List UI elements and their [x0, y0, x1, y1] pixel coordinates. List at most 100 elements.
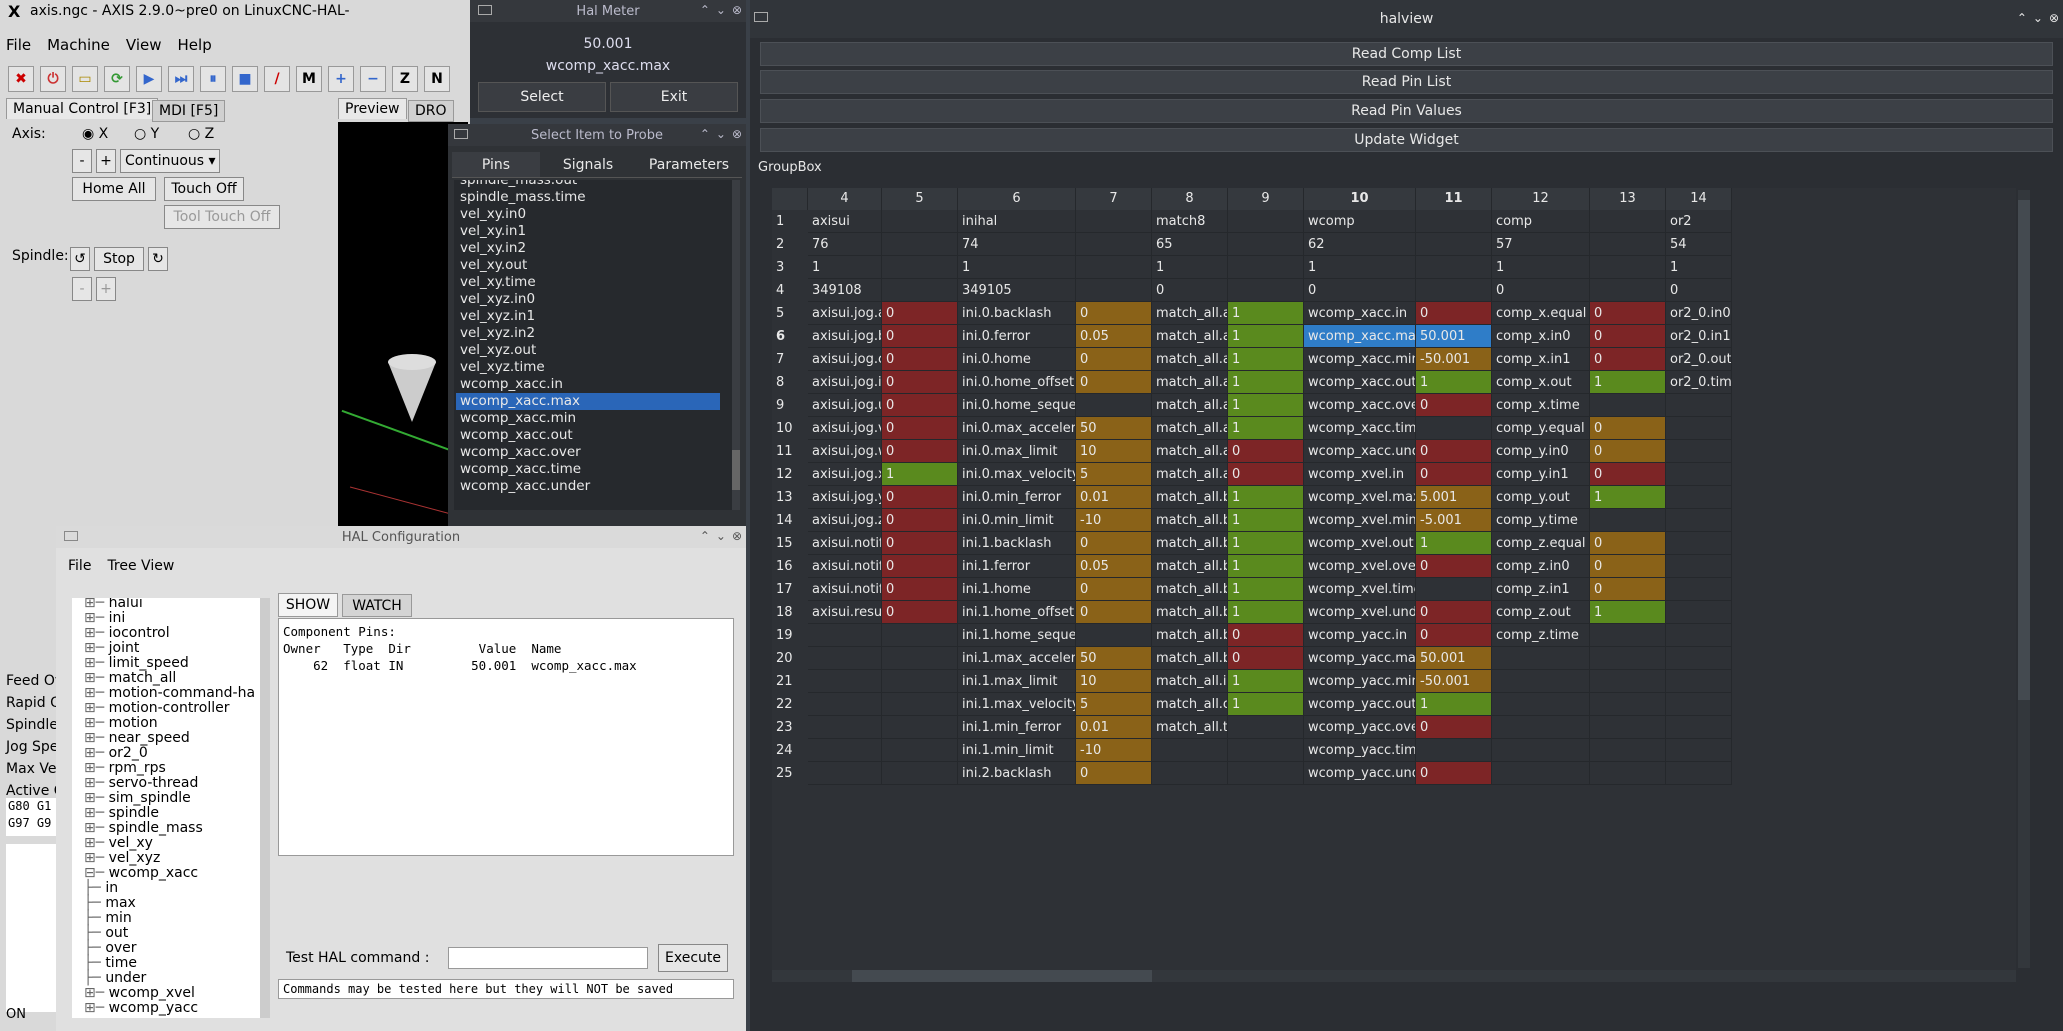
row-header[interactable]: 4	[772, 279, 808, 302]
power-icon[interactable]: ⏻	[40, 66, 66, 92]
table-cell[interactable]: match_all.b7	[1152, 647, 1228, 670]
row-header[interactable]: 18	[772, 601, 808, 624]
table-cell[interactable]: wcomp_xvel.over	[1304, 555, 1416, 578]
table-cell[interactable]: comp_z.time	[1492, 624, 1590, 647]
minimize-icon[interactable]: ⌄	[715, 529, 726, 543]
execute-button[interactable]: Execute	[658, 944, 728, 972]
jog-minus-button[interactable]: -	[72, 149, 92, 173]
test-command-input[interactable]	[448, 947, 648, 969]
table-cell[interactable]	[1152, 762, 1228, 785]
table-cell[interactable]: -10	[1076, 509, 1152, 532]
probe-list-item[interactable]: wcomp_xacc.min	[460, 410, 577, 426]
tree-item[interactable]: ├─ max	[84, 896, 255, 911]
table-cell[interactable]: 0.05	[1076, 325, 1152, 348]
table-cell[interactable]: -5.001	[1416, 509, 1492, 532]
table-cell[interactable]: 0	[882, 302, 958, 325]
table-cell[interactable]: 1	[1228, 348, 1304, 371]
table-cell[interactable]	[882, 647, 958, 670]
row-header[interactable]: 17	[772, 578, 808, 601]
home-all-button[interactable]: Home All	[72, 177, 156, 201]
axis-radio-x[interactable]: ◉ X	[82, 126, 109, 142]
table-cell[interactable]: wcomp_xacc.min	[1304, 348, 1416, 371]
table-cell[interactable]: 1	[1152, 256, 1228, 279]
table-cell[interactable]: ini.1.home_offset	[958, 601, 1076, 624]
table-cell[interactable]: ini.2.backlash	[958, 762, 1076, 785]
tab-watch[interactable]: WATCH	[342, 594, 412, 617]
menu-help[interactable]: Help	[177, 36, 212, 54]
table-cell[interactable]: 1	[1666, 256, 1732, 279]
table-cell[interactable]: 1	[1492, 256, 1590, 279]
table-cell[interactable]: ini.0.backlash	[958, 302, 1076, 325]
row-header[interactable]: 1	[772, 210, 808, 233]
table-cell[interactable]: 0	[1304, 279, 1416, 302]
probe-list-item[interactable]: wcomp_xacc.time	[460, 461, 582, 477]
table-cell[interactable]: wcomp_yacc.under	[1304, 762, 1416, 785]
table-cell[interactable]: 0	[1590, 348, 1666, 371]
table-cell[interactable]: wcomp_xacc.in	[1304, 302, 1416, 325]
table-cell[interactable]: 5.001	[1416, 486, 1492, 509]
tab-show[interactable]: SHOW	[278, 593, 338, 617]
table-cell[interactable]	[1228, 762, 1304, 785]
column-header[interactable]: 12	[1492, 188, 1590, 210]
table-cell[interactable]: 0	[882, 601, 958, 624]
table-cell[interactable]: match_all.a4	[1152, 394, 1228, 417]
optional-stop-icon[interactable]: M	[296, 66, 322, 92]
probe-scrollbar[interactable]	[732, 180, 740, 510]
table-cell[interactable]: 0	[1590, 555, 1666, 578]
table-cell[interactable]: 349105	[958, 279, 1076, 302]
table-cell[interactable]: ini.0.min_limit	[958, 509, 1076, 532]
table-cell[interactable]: 0	[1590, 463, 1666, 486]
row-header[interactable]: 25	[772, 762, 808, 785]
table-cell[interactable]: ini.1.backlash	[958, 532, 1076, 555]
table-cell[interactable]: wcomp_xvel.max	[1304, 486, 1416, 509]
tree-item[interactable]: ⊟─ wcomp_xacc	[84, 866, 255, 881]
tree-item[interactable]: ⊞─ near_speed	[84, 731, 255, 746]
table-cell[interactable]	[882, 762, 958, 785]
table-cell[interactable]: wcomp_xvel.time	[1304, 578, 1416, 601]
table-cell[interactable]	[1492, 762, 1590, 785]
table-cell[interactable]: 1	[1228, 325, 1304, 348]
row-header[interactable]: 14	[772, 509, 808, 532]
table-cell[interactable]: 0.05	[1076, 555, 1152, 578]
table-cell[interactable]: 0	[1076, 371, 1152, 394]
table-cell[interactable]: ini.0.home_sequence	[958, 394, 1076, 417]
table-cell[interactable]: match_all.b3	[1152, 555, 1228, 578]
spindle-minus-button[interactable]: -	[72, 277, 92, 301]
row-header[interactable]: 10	[772, 417, 808, 440]
table-cell[interactable]	[808, 624, 882, 647]
row-header[interactable]: 12	[772, 463, 808, 486]
tab-pins[interactable]: Pins	[452, 152, 540, 177]
table-cell[interactable]: 57	[1492, 233, 1590, 256]
view-z-icon[interactable]: Z	[392, 66, 418, 92]
tree-item[interactable]: ⊞─ match_all	[84, 671, 255, 686]
table-cell[interactable]	[1590, 670, 1666, 693]
spindle-ccw-icon[interactable]: ↺	[70, 247, 90, 271]
table-cell[interactable]: 0	[1590, 302, 1666, 325]
table-cell[interactable]: 0	[1416, 302, 1492, 325]
table-cell[interactable]: 1	[958, 256, 1076, 279]
table-cell[interactable]: 10	[1076, 670, 1152, 693]
table-cell[interactable]: match_all.b2	[1152, 532, 1228, 555]
tree-item[interactable]: ├─ over	[84, 941, 255, 956]
table-cell[interactable]	[1416, 210, 1492, 233]
probe-list-item[interactable]: vel_xy.in0	[460, 206, 527, 222]
table-cell[interactable]: ini.0.max_limit	[958, 440, 1076, 463]
component-tree[interactable]: ⊞─ halui ⊞─ ini ⊞─ iocontrol ⊞─ joint ⊞─ lim…	[72, 598, 260, 1018]
table-cell[interactable]	[1492, 716, 1590, 739]
jog-mode-select[interactable]: Continuous ▾	[120, 149, 220, 173]
probe-list-item[interactable]: wcomp_xacc.max	[456, 393, 720, 410]
tree-item[interactable]: ⊞─ spindle	[84, 806, 255, 821]
probe-list-item[interactable]: vel_xyz.out	[460, 342, 537, 358]
tree-item[interactable]: ⊞─ wcomp_yacc	[84, 1001, 255, 1016]
table-cell[interactable]: axisui.jog.a	[808, 302, 882, 325]
table-cell[interactable]: 1	[1416, 371, 1492, 394]
table-cell[interactable]	[1076, 210, 1152, 233]
table-cell[interactable]	[1666, 463, 1732, 486]
table-cell[interactable]: 0	[1492, 279, 1590, 302]
minimize-icon[interactable]: ⌄	[715, 3, 726, 17]
table-cell[interactable]: 65	[1152, 233, 1228, 256]
row-header[interactable]: 2	[772, 233, 808, 256]
stop-program-icon[interactable]: ■	[232, 66, 258, 92]
table-cell[interactable]: wcomp	[1304, 210, 1416, 233]
axis-radio-z[interactable]: ○ Z	[188, 126, 215, 142]
